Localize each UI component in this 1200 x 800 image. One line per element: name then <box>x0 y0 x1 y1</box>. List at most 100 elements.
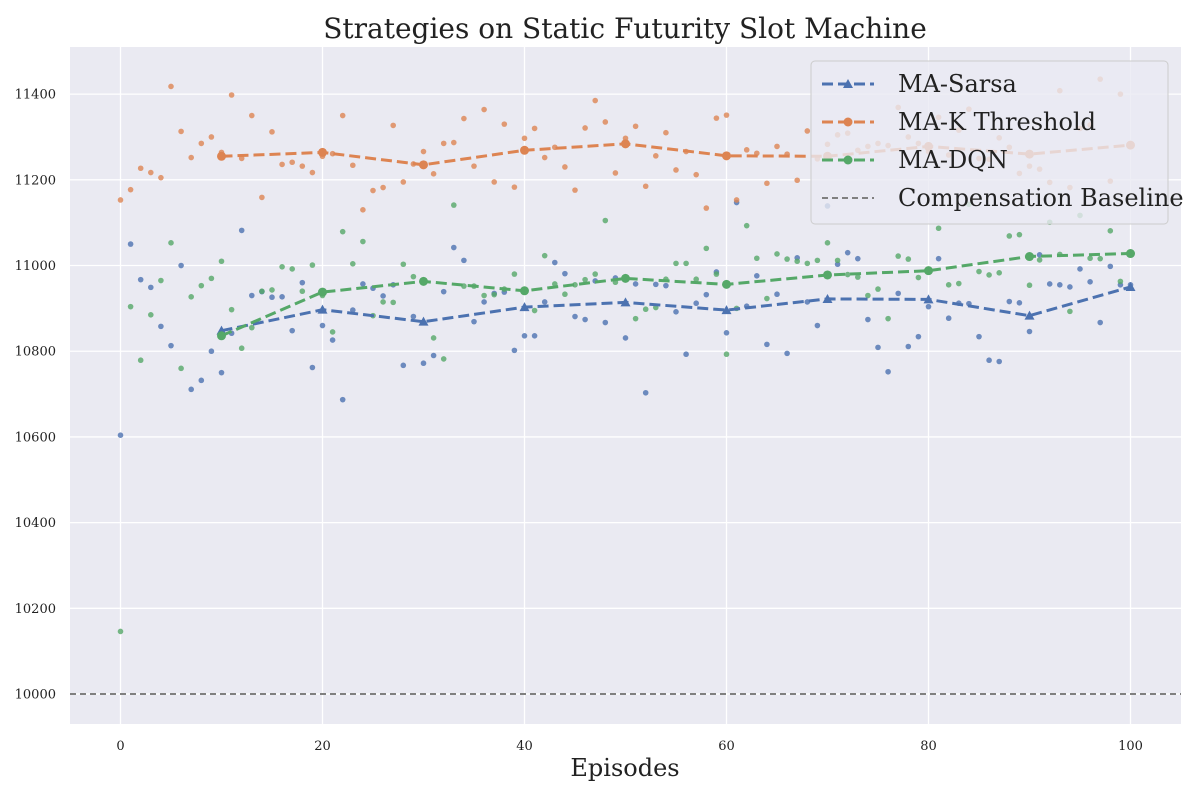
ma-k-threshold-point <box>632 123 639 130</box>
ma-k-threshold-point <box>612 170 619 176</box>
y-tick-label: 10000 <box>15 688 56 703</box>
legend-label-compensation-baseline: Compensation Baseline <box>898 184 1184 212</box>
ma-sarsa-point <box>511 347 518 354</box>
ma-sarsa-point <box>642 389 649 396</box>
ma-sarsa-point <box>299 279 306 286</box>
ma-dqn-point <box>481 292 487 299</box>
ma-sarsa-point <box>1057 282 1063 288</box>
ma-k-threshold-point <box>794 177 800 184</box>
ma-dqn-point <box>299 288 306 295</box>
ma-dqn-point <box>794 258 800 265</box>
ma-k-threshold-point <box>390 122 397 129</box>
ma-dqn-point <box>1107 228 1114 234</box>
ma-sarsa-point <box>158 323 164 330</box>
ma-sarsa-point <box>198 377 205 384</box>
ma-k-threshold-point <box>148 169 154 176</box>
ma-k-threshold-point <box>642 183 649 190</box>
legend: MA-Sarsa MA-K Threshold MA-DQN Compensation… <box>810 60 1184 225</box>
ma-dqn-point <box>976 268 982 275</box>
ma-dqn-marker <box>722 279 731 289</box>
ma-k-threshold-point <box>602 119 609 125</box>
ma-dqn-point <box>693 276 699 283</box>
ma-k-threshold-point <box>420 148 427 155</box>
ma-dqn-marker <box>1126 249 1135 259</box>
ma-dqn-point <box>1117 278 1124 285</box>
ma-dqn-point <box>885 315 891 322</box>
ma-sarsa-point <box>1006 298 1013 305</box>
ma-dqn-point <box>541 252 548 259</box>
ma-dqn-point <box>1087 255 1093 262</box>
ma-dqn-marker <box>520 286 529 296</box>
ma-dqn-point <box>339 228 346 235</box>
ma-dqn-point <box>430 335 437 341</box>
ma-sarsa-point <box>410 313 417 320</box>
ma-sarsa-point <box>148 284 154 291</box>
ma-sarsa-point <box>350 307 356 313</box>
ma-sarsa-point <box>521 332 528 339</box>
ma-sarsa-point <box>1026 328 1033 335</box>
ma-dqn-point <box>178 365 184 372</box>
ma-sarsa-point <box>855 255 861 262</box>
ma-k-threshold-marker <box>419 160 428 170</box>
ma-k-threshold-point <box>713 115 720 121</box>
ma-dqn-point <box>188 294 194 300</box>
ma-sarsa-point <box>127 241 134 247</box>
ma-dqn-marker <box>823 270 832 280</box>
ma-sarsa-marker <box>620 297 631 307</box>
ma-sarsa-marker <box>721 305 732 315</box>
ma-dqn-point <box>1006 233 1013 239</box>
legend-marker-ma-dqn <box>843 155 853 165</box>
ma-sarsa-point <box>430 352 437 359</box>
ma-sarsa-point <box>622 335 629 341</box>
ma-sarsa-point <box>764 341 770 348</box>
ma-k-threshold-point <box>228 92 235 98</box>
ma-sarsa-point <box>895 290 901 297</box>
x-tick-label: 100 <box>1118 739 1143 754</box>
ma-dqn-point <box>723 351 730 358</box>
ma-dqn-point <box>350 261 356 267</box>
ma-dqn-point <box>410 273 417 280</box>
ma-k-threshold-point <box>653 153 659 159</box>
ma-dqn-point <box>592 271 598 277</box>
ma-k-threshold-point <box>723 112 730 118</box>
ma-sarsa-point <box>238 227 245 234</box>
ma-dqn-mean-line <box>220 252 1131 338</box>
ma-sarsa-point <box>471 318 477 325</box>
ma-sarsa-point <box>986 357 992 364</box>
legend-frame <box>810 60 1169 225</box>
ma-dqn-point <box>855 274 861 280</box>
ma-k-threshold-marker <box>318 147 327 157</box>
ma-sarsa-point <box>188 386 194 393</box>
ma-k-threshold-point <box>440 140 447 147</box>
ma-dqn-point <box>1016 231 1023 238</box>
ma-dqn-point <box>582 276 588 283</box>
ma-sarsa-point <box>693 300 699 307</box>
ma-sarsa-point <box>834 261 841 268</box>
ma-dqn-point <box>491 291 498 298</box>
x-tick-label: 60 <box>718 739 735 754</box>
ma-dqn-marker <box>217 331 226 341</box>
ma-k-threshold-point <box>733 197 740 203</box>
ma-dqn-point <box>754 255 760 262</box>
ma-dqn-marker <box>1025 252 1034 262</box>
ma-dqn-point <box>198 282 205 289</box>
ma-k-threshold-point <box>380 184 386 191</box>
ma-dqn-point <box>440 356 447 362</box>
ma-sarsa-point <box>865 316 871 323</box>
ma-dqn-marker <box>419 276 428 286</box>
ma-dqn-point <box>1026 282 1033 289</box>
ma-dqn-point <box>1036 257 1043 263</box>
ma-sarsa-point <box>137 276 144 283</box>
ma-sarsa-marker <box>418 316 429 326</box>
ma-dqn-marker <box>621 273 630 283</box>
ma-sarsa-point <box>875 344 881 351</box>
ma-dqn-point <box>774 251 780 257</box>
ma-sarsa-point <box>582 316 588 323</box>
ma-dqn-point <box>834 257 841 264</box>
ma-dqn-point <box>269 287 275 293</box>
ma-k-threshold-point <box>168 83 174 90</box>
ma-dqn-point <box>380 299 386 305</box>
ma-k-threshold-point <box>703 205 710 211</box>
y-tick-label: 10400 <box>15 516 56 531</box>
